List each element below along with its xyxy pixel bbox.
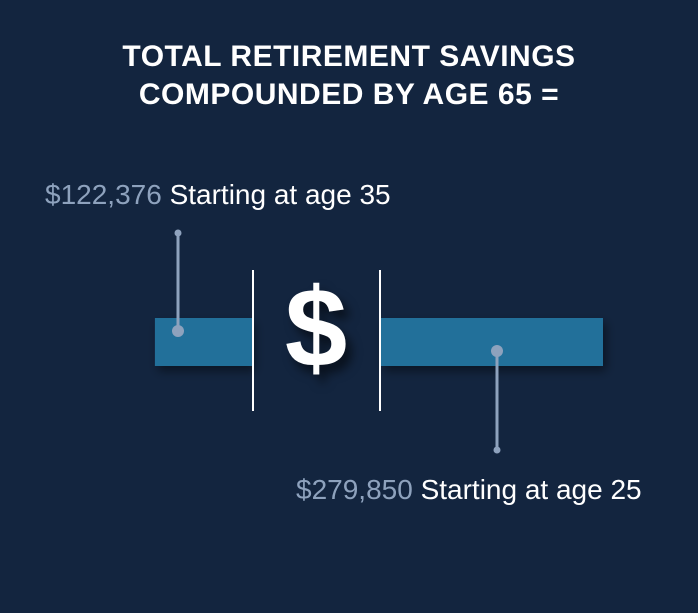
title-line-1: TOTAL RETIREMENT SAVINGS [122,40,576,73]
bar-age-35 [154,318,252,366]
bar-age-25 [381,318,603,366]
connector-age-25 [491,345,503,454]
connector-age-35 [172,229,184,337]
category-label-age-35: Starting at age 35 [169,179,391,210]
category-label-age-25: Starting at age 25 [420,474,642,505]
amount-label-age-35: $122,376 [45,179,162,210]
amount-label-age-25: $279,850 [296,474,413,505]
title-line-2: COMPOUNDED BY AGE 65 = [138,78,560,111]
callout-age-35: $122,376 Starting at age 35 [45,178,391,212]
chart-title: TOTAL RETIREMENT SAVINGS COMPOUNDED BY A… [0,38,698,114]
callout-age-25: $279,850 Starting at age 25 [296,473,642,507]
dollar-icon: $ [284,264,348,390]
